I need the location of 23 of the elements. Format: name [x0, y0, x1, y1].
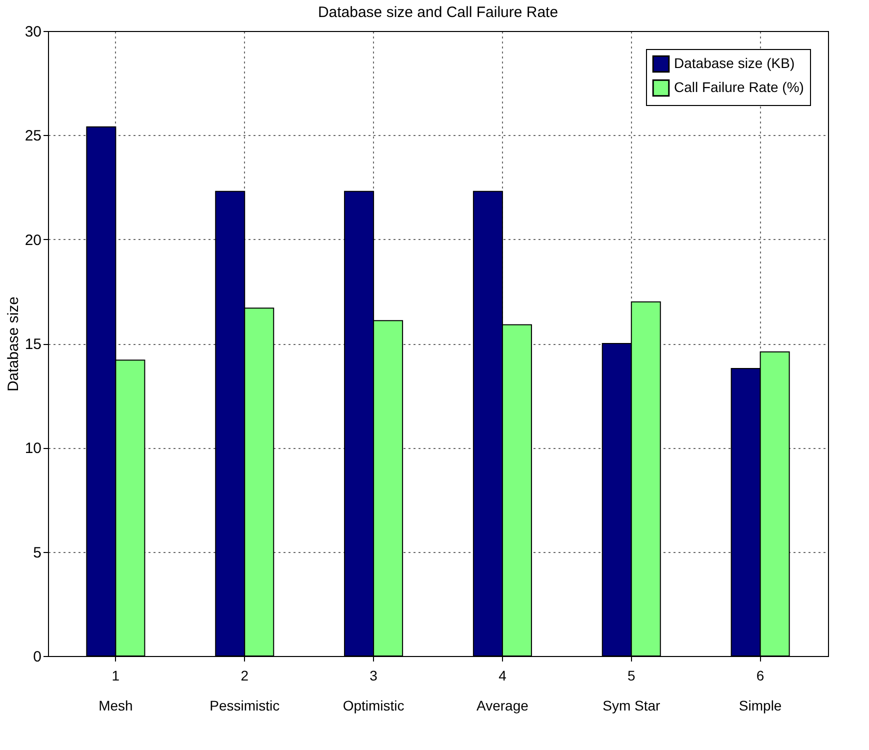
y-tick-label: 0	[33, 648, 42, 666]
y-tick-label: 5	[33, 544, 42, 562]
y-tick-label: 15	[24, 336, 42, 353]
y-tick-label: 30	[24, 24, 42, 40]
x-tick-label: 3	[370, 668, 378, 684]
text: Simple	[738, 698, 782, 714]
y-tick-label: 25	[24, 128, 42, 145]
y-tick-label: 10	[24, 440, 42, 458]
x-tick-label: 5	[627, 668, 636, 684]
text: Average	[476, 698, 529, 714]
text: Mesh	[98, 698, 133, 714]
text: Optimistic	[342, 698, 404, 714]
legend-label: Database size (KB)	[674, 55, 795, 71]
legend-label: Call Failure Rate (%)	[674, 79, 804, 95]
y-axis-title: Database size	[4, 296, 22, 392]
text: Sym Star	[602, 698, 661, 714]
y-tick-label: 20	[24, 232, 42, 249]
x-tick-label: 2	[240, 668, 249, 684]
x-tick-label: 1	[112, 668, 120, 684]
x-tick-label: 4	[498, 668, 507, 684]
chart-title: Database size and Call Failure Rate	[318, 4, 558, 21]
text: Pessimistic	[210, 698, 280, 714]
x-tick-label: 6	[756, 668, 764, 684]
